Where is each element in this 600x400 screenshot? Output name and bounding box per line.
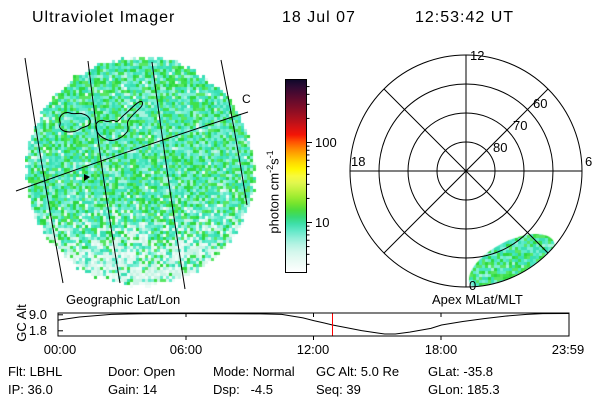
status-door: Door: Open	[108, 364, 176, 379]
status-glat: GLat: -35.8	[428, 364, 494, 379]
coastline-east	[95, 101, 143, 141]
disk-pole-label: C	[242, 92, 251, 106]
uv-image-disk	[25, 54, 257, 290]
mlt-label-18: 18	[351, 154, 365, 169]
status-ip: IP: 36.0	[8, 382, 53, 397]
spacecraft-track-marker	[84, 174, 90, 181]
app-title: Ultraviolet Imager	[32, 9, 176, 26]
status-glon: GLon: 185.3	[428, 382, 500, 397]
xtick-label-0600: 06:00	[170, 342, 203, 357]
latitude-line	[15, 111, 249, 192]
status-gain: Gain: 14	[108, 382, 158, 397]
colorbar-tick-label-100: 100	[315, 135, 337, 150]
status-seq: Seq: 39	[316, 382, 361, 397]
xtick-label-0000: 00:00	[44, 342, 77, 357]
coastline-west	[59, 112, 91, 133]
mlt-label-12: 12	[470, 48, 484, 63]
xtick-label-1200: 12:00	[297, 342, 330, 357]
timeline-axis-ticks	[58, 313, 442, 340]
xtick-label-2359: 23:59	[552, 342, 585, 357]
meridian-line	[220, 59, 248, 206]
meridian-line	[151, 61, 186, 290]
status-gc-alt: GC Alt: 5.0 Re	[316, 364, 400, 379]
mlt-spoke-diag-2	[383, 88, 549, 254]
meridian-line	[87, 60, 121, 284]
time-display: 12:53:42 UT	[415, 9, 515, 26]
ytick-label-9: 9.0	[29, 307, 47, 322]
date-display: 18 Jul 07	[282, 9, 356, 26]
timeline-plot	[57, 312, 570, 340]
timeline-right-title: Apex MLat/MLT	[432, 292, 523, 307]
mlat-label-70: 70	[513, 118, 527, 133]
mlat-label-80: 80	[493, 140, 507, 155]
mlt-label-0: 0	[469, 278, 476, 293]
status-mode: Mode: Normal	[213, 364, 295, 379]
xtick-label-1800: 18:00	[425, 342, 458, 357]
coastline-outline	[59, 101, 143, 141]
timeline-left-title: Geographic Lat/Lon	[66, 292, 181, 307]
colorbar-ticks	[306, 86, 312, 265]
gc-altitude-curve	[58, 313, 569, 335]
auroral-oval-blob	[455, 232, 570, 290]
mlat-label-60: 60	[533, 96, 547, 111]
status-flt: Flt: LBHL	[8, 364, 63, 379]
meridian-line	[24, 57, 64, 284]
disk-grid	[15, 57, 249, 290]
colorbar	[285, 79, 307, 273]
ytick-label-18: 1.8	[29, 323, 47, 338]
mlt-label-6: 6	[585, 154, 592, 169]
polar-grid	[349, 54, 583, 288]
colorbar-tick-label-10: 10	[315, 215, 329, 230]
status-dsp: Dsp: -4.5	[213, 382, 273, 397]
